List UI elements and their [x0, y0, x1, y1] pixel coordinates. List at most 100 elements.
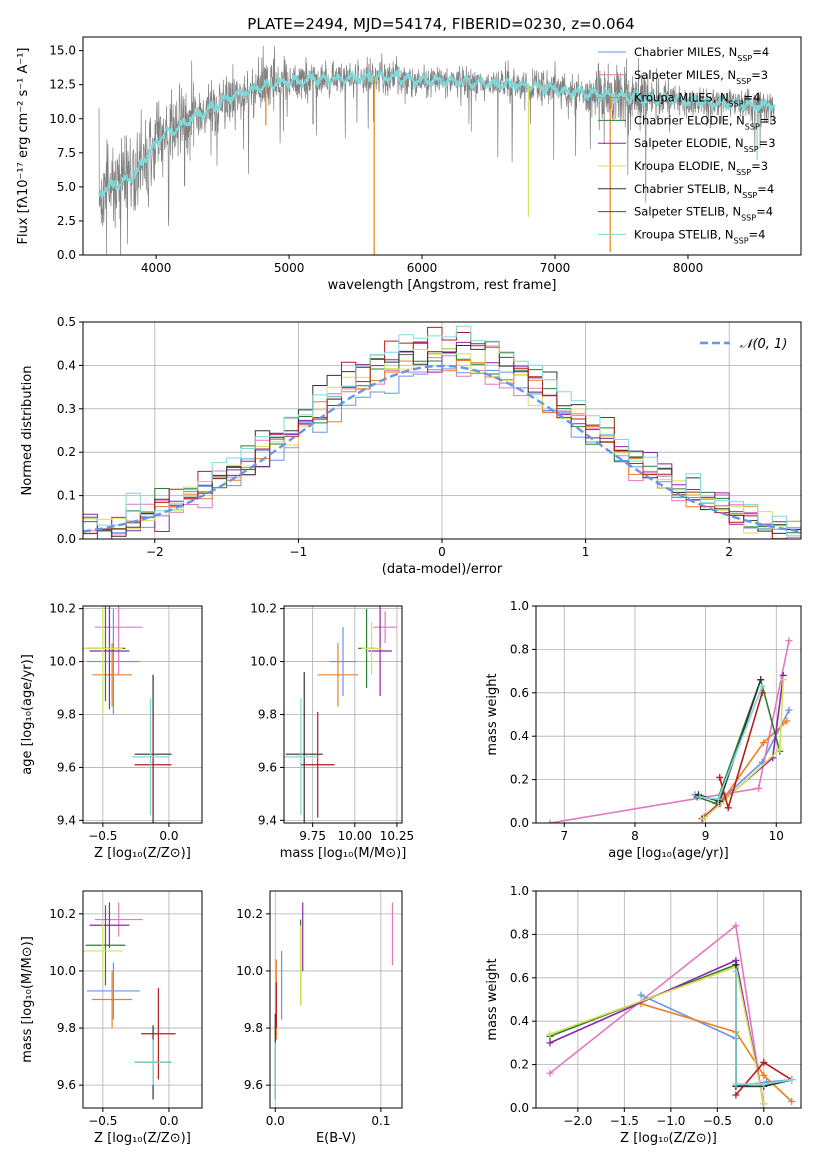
weight-point-marker	[785, 706, 793, 714]
y-tick-label: 9.6	[258, 760, 277, 774]
y-tick-label: 2.5	[57, 214, 76, 228]
legend-label: Kroupa ELODIE, NSSP=3	[634, 159, 768, 177]
x-tick-label: 0.1	[371, 1114, 390, 1128]
y-tick-label: 0.0	[57, 532, 76, 546]
errorbar-point	[94, 902, 143, 937]
x-tick-label: −0.5	[703, 1114, 732, 1128]
y-tick-label: 7.5	[57, 146, 76, 160]
axis-ticks: −2 −1 0 1 2 0.0 0.1 0.2 0.3 0.4 0.5	[57, 315, 733, 559]
x-axis-label: age [log₁₀(age/yr)]	[608, 846, 729, 861]
x-axis-label: Z [log₁₀(Z/Z⊙)]	[94, 846, 191, 861]
axis-ticks: 9.75 10.00 10.25 9.4 9.6 9.8 10.0 10.2	[250, 602, 414, 843]
weight-point-marker	[546, 1069, 554, 1077]
weight-point-marker	[732, 922, 740, 930]
y-tick-label: 0.1	[57, 489, 76, 503]
weight-point-marker	[788, 1097, 796, 1105]
panel-residuals: −2 −1 0 1 2 0.0 0.1 0.2 0.3 0.4 0.5 (data-model)/er…	[20, 315, 802, 577]
x-tick-label: 0.0	[754, 1114, 773, 1128]
legend-entry: Salpeter ELODIE, NSSP=3	[598, 136, 776, 154]
errorbar-point	[89, 902, 130, 949]
x-tick-label: −1.0	[656, 1114, 685, 1128]
plot-area	[546, 922, 796, 1108]
errorbar-point	[89, 606, 130, 710]
histogram-step	[83, 325, 801, 537]
y-tick-label: 10.0	[250, 655, 277, 669]
x-tick-label: 0.0	[159, 1114, 178, 1128]
errorbar-point	[285, 672, 323, 823]
y-tick-label: 0.8	[510, 927, 529, 941]
x-tick-label: 5000	[274, 261, 305, 275]
legend-label: Salpeter MILES, NSSP=3	[634, 68, 768, 86]
legend-label: Salpeter ELODIE, NSSP=3	[634, 136, 776, 154]
x-tick-label: 9.75	[299, 829, 326, 843]
x-tick-label: 10	[769, 829, 784, 843]
errorbar-point	[86, 962, 140, 1020]
normal-reference-curve	[83, 364, 801, 533]
y-tick-label: 9.6	[57, 760, 76, 774]
x-tick-label: 8000	[673, 261, 704, 275]
weight-point-marker	[546, 1030, 554, 1038]
y-tick-label: 0.0	[510, 816, 529, 830]
errorbar-point	[83, 922, 123, 980]
legend-entry: Salpeter STELIB, NSSP=4	[598, 205, 773, 222]
x-tick-label: 10.25	[380, 829, 414, 843]
y-tick-label: 5.0	[57, 180, 76, 194]
plot-area	[98, 45, 776, 255]
legend-entry: Kroupa ELODIE, NSSP=3	[598, 159, 768, 177]
axes-frame	[82, 890, 203, 1109]
errorbar-point	[85, 905, 126, 986]
axes-frame	[535, 890, 802, 1109]
weight-series-line	[696, 677, 781, 805]
y-tick-label: 0.0	[510, 1101, 529, 1115]
axes-frame	[535, 605, 802, 824]
weight-point-marker	[788, 1076, 796, 1084]
weight-series-line	[640, 1003, 793, 1103]
weight-point-marker	[776, 745, 784, 753]
weight-point-marker	[757, 676, 765, 684]
axis-ticks: −2.0 −1.5 −1.0 −0.5 0.0 0.0 0.2 0.4 0.6 0.8 1.0	[510, 884, 773, 1128]
legend-label: Chabrier MILES, NSSP=4	[634, 45, 769, 63]
y-tick-label: 10.2	[250, 602, 277, 616]
y-tick-label: 12.5	[49, 78, 76, 92]
plot-area	[284, 606, 397, 823]
x-tick-label: 6000	[407, 261, 438, 275]
figure-title: PLATE=2494, MJD=54174, FIBERID=0230, z=0…	[247, 15, 634, 33]
panel-weight_vs_Z: −2.0 −1.5 −1.0 −0.5 0.0 0.0 0.2 0.4 0.6 0.8 1.0 Z […	[485, 884, 802, 1146]
legend-label: Chabrier STELIB, NSSP=4	[634, 182, 774, 200]
weight-point-marker	[785, 637, 793, 645]
plot-area	[83, 902, 176, 1100]
spectrum-legend: Chabrier MILES, NSSP=4 Salpeter MILES, NS…	[598, 45, 777, 245]
errorbar-point	[134, 1039, 172, 1086]
y-tick-label: 0.4	[510, 729, 529, 743]
legend-label: Chabrier ELODIE, NSSP=3	[634, 113, 777, 130]
weight-point-marker	[779, 676, 787, 684]
x-axis-label: mass [log₁₀(M/M⊙)]	[280, 846, 407, 861]
weight-series-line	[549, 640, 790, 823]
weight-series-line	[701, 675, 785, 820]
weight-series-line	[694, 709, 790, 803]
errorbar-point	[131, 698, 169, 816]
x-tick-label: 7	[560, 829, 568, 843]
x-tick-label: 1	[582, 545, 590, 559]
weight-series-line	[698, 679, 762, 803]
weight-series-line	[549, 959, 765, 1104]
y-axis-label: Flux [fλ10⁻¹⁷ erg cm⁻² s⁻¹ A⁻¹]	[16, 48, 31, 245]
x-tick-label: −1.5	[610, 1114, 639, 1128]
x-tick-label: 2	[725, 545, 733, 559]
y-tick-label: 10.0	[49, 964, 76, 978]
y-tick-label: 9.6	[57, 1078, 76, 1092]
legend-label: Kroupa MILES, NSSP=4	[634, 91, 760, 109]
errorbar-point	[300, 711, 335, 818]
axes-frame	[82, 321, 802, 540]
y-tick-label: 10.0	[236, 964, 263, 978]
weight-point-marker	[760, 1071, 768, 1079]
y-axis-label: mass weight	[485, 958, 500, 1040]
panel-mass_vs_ebv: 0.0 0.1 9.6 9.8 10.0 10.2 E(B-V)	[236, 890, 403, 1146]
y-tick-label: 0.3	[57, 402, 76, 416]
x-axis-label: wavelength [Angstrom, rest frame]	[328, 278, 557, 293]
y-axis-label: Normed distribution	[20, 366, 35, 496]
panel-spectrum: 4000 5000 6000 7000 8000 0.0 2.5 5.0 7.5 10.0 12.5…	[16, 36, 802, 293]
y-tick-label: 0.2	[510, 1058, 529, 1072]
legend-entry: Kroupa MILES, NSSP=4	[598, 91, 760, 109]
axes-frame	[82, 605, 203, 824]
